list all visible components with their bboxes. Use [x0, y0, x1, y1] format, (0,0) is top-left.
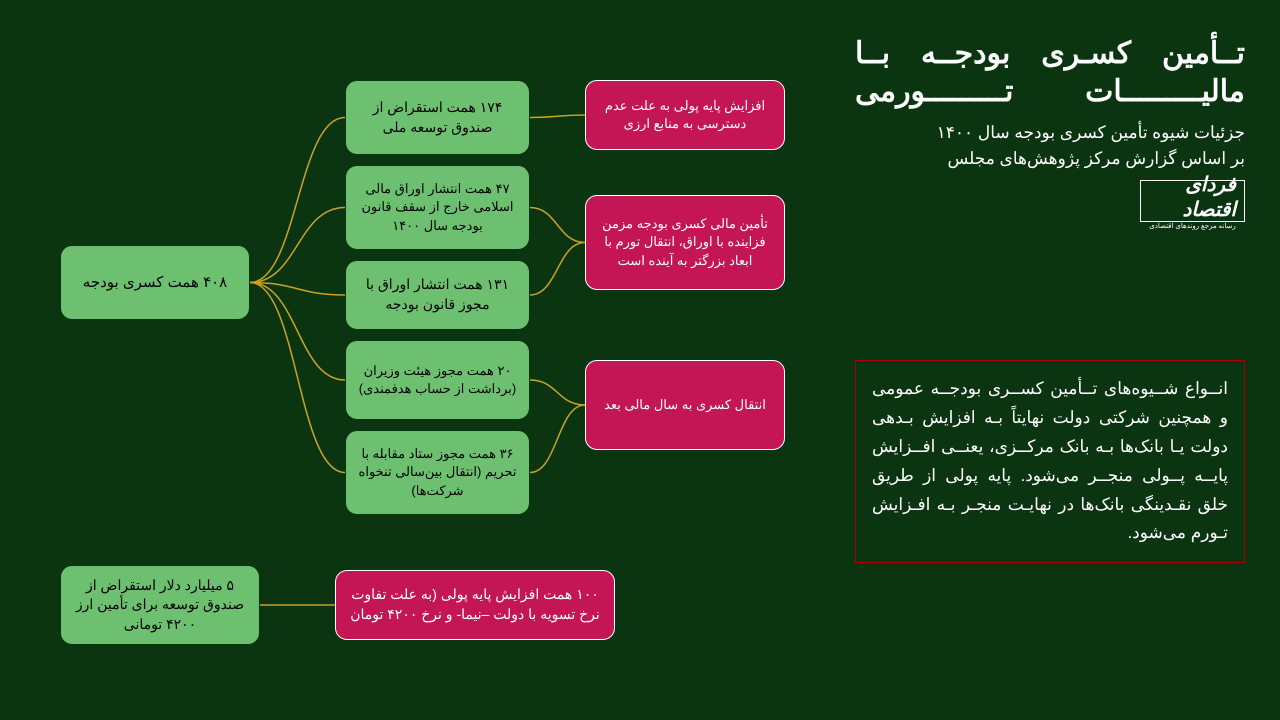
node-gbot: ۵ میلیارد دلار استقراض از صندوق توسعه بر… — [60, 565, 260, 645]
node-g1: ۱۷۴ همت استقراض از صندوق توسعه ملی — [345, 80, 530, 155]
node-g2: ۴۷ همت انتشار اوراق مالی اسلامی خارج از … — [345, 165, 530, 250]
connector-g1-r1 — [530, 115, 585, 118]
node-g3: ۱۳۱ همت انتشار اوراق با مجوز قانون بودجه — [345, 260, 530, 330]
node-g5: ۳۶ همت مجوز ستاد مقابله با تحریم (انتقال… — [345, 430, 530, 515]
connector-root-g4 — [250, 283, 345, 381]
connector-g2-r2 — [530, 208, 585, 243]
node-root: ۴۰۸ همت کسری بودجه — [60, 245, 250, 320]
connector-g5-r3 — [530, 405, 585, 473]
logo-main-text: فردای اقتصاد — [1149, 172, 1236, 222]
node-rbot: ۱۰۰ همت افزایش پایه پولی (به علت تفاوت ن… — [335, 570, 615, 640]
node-g4: ۲۰ همت مجوز هیئت وزیران (برداشت از حساب … — [345, 340, 530, 420]
connector-g3-r2 — [530, 243, 585, 296]
connector-root-g2 — [250, 208, 345, 283]
node-r2: تأمین مالی کسری بودجه مزمن فزاینده با او… — [585, 195, 785, 290]
connector-root-g5 — [250, 283, 345, 473]
logo-sub-text: رسانه مرجع روندهای اقتصادی — [1149, 222, 1235, 230]
page-title: تــأمین کسـری بودجــه بــا مالیـــــــــ… — [855, 35, 1245, 110]
description-box: انــواع شــیوه‌های تــأمین کســری بودجــ… — [855, 360, 1245, 563]
connector-g4-r3 — [530, 380, 585, 405]
page-subtitle: جزئیات شیوه تأمین کسری بودجه سال ۱۴۰۰بر … — [855, 120, 1245, 171]
description-text: انــواع شــیوه‌های تــأمین کســری بودجــ… — [872, 379, 1228, 542]
connector-root-g1 — [250, 118, 345, 283]
node-r3: انتقال کسری به سال مالی بعد — [585, 360, 785, 450]
source-logo: فردای اقتصاد رسانه مرجع روندهای اقتصادی — [1140, 180, 1245, 222]
connector-root-g3 — [250, 283, 345, 296]
title-line-1: تــأمین کسـری بودجــه بــا — [855, 35, 1245, 73]
node-r1: افزایش پایه پولی به علت عدم دسترسی به من… — [585, 80, 785, 150]
title-line-2: مالیـــــــــات تـــــــــورمی — [855, 73, 1245, 111]
